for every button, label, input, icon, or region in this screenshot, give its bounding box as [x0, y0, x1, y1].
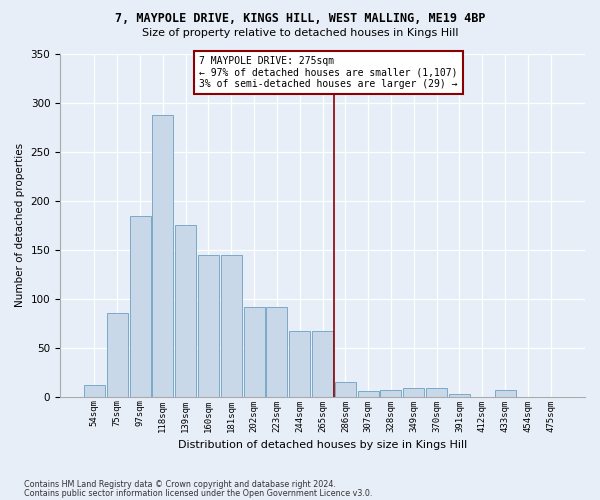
- Bar: [494, 390, 515, 396]
- Text: Contains public sector information licensed under the Open Government Licence v3: Contains public sector information licen…: [24, 489, 373, 498]
- Bar: [403, 388, 424, 396]
- X-axis label: Distribution of detached houses by size in Kings Hill: Distribution of detached houses by size …: [178, 440, 467, 450]
- Bar: [130, 216, 151, 396]
- Text: Contains HM Land Registry data © Crown copyright and database right 2024.: Contains HM Land Registry data © Crown c…: [24, 480, 336, 489]
- Bar: [312, 331, 333, 396]
- Text: 7, MAYPOLE DRIVE, KINGS HILL, WEST MALLING, ME19 4BP: 7, MAYPOLE DRIVE, KINGS HILL, WEST MALLI…: [115, 12, 485, 26]
- Bar: [244, 306, 265, 396]
- Bar: [266, 306, 287, 396]
- Bar: [221, 254, 242, 396]
- Bar: [289, 331, 310, 396]
- Bar: [358, 391, 379, 396]
- Bar: [335, 382, 356, 396]
- Bar: [198, 254, 219, 396]
- Bar: [84, 385, 105, 396]
- Y-axis label: Number of detached properties: Number of detached properties: [15, 144, 25, 308]
- Text: Size of property relative to detached houses in Kings Hill: Size of property relative to detached ho…: [142, 28, 458, 38]
- Bar: [380, 390, 401, 396]
- Text: 7 MAYPOLE DRIVE: 275sqm
← 97% of detached houses are smaller (1,107)
3% of semi-: 7 MAYPOLE DRIVE: 275sqm ← 97% of detache…: [199, 56, 458, 89]
- Bar: [449, 394, 470, 396]
- Bar: [426, 388, 447, 396]
- Bar: [152, 114, 173, 396]
- Bar: [175, 226, 196, 396]
- Bar: [107, 314, 128, 396]
